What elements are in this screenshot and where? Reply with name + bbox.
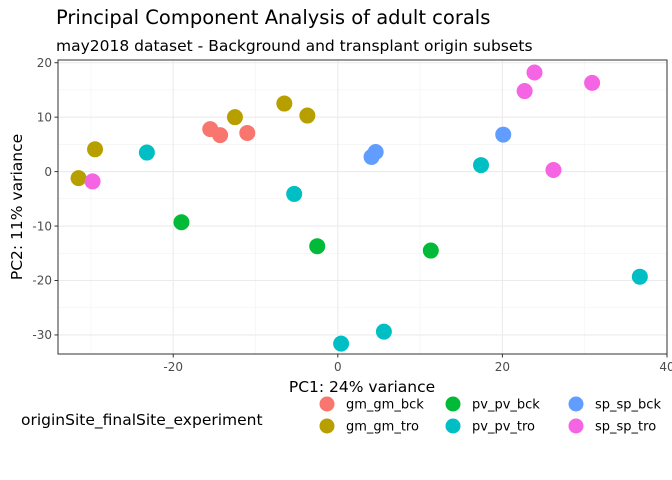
legend-key-gm_gm_bck	[319, 396, 335, 412]
data-point-pv_pv_bck	[422, 242, 439, 259]
x-axis-title: PC1: 24% variance	[289, 378, 435, 396]
data-point-sp_sp_tro	[84, 173, 101, 190]
legend-title: originSite_finalSite_experiment	[21, 411, 263, 430]
data-point-gm_gm_tro	[276, 95, 293, 112]
x-axis: -20 0 20 40	[163, 354, 672, 374]
y-tick-label: -30	[32, 328, 52, 342]
data-point-sp_sp_tro	[584, 74, 601, 91]
legend-key-pv_pv_tro	[445, 418, 461, 434]
data-point-sp_sp_tro	[516, 83, 533, 100]
legend-label-gm_gm_tro: gm_gm_tro	[346, 420, 419, 435]
x-tick-label: 20	[495, 360, 510, 374]
x-tick-label: -20	[163, 360, 183, 374]
data-point-pv_pv_tro	[333, 335, 350, 352]
data-point-gm_gm_tro	[70, 170, 87, 187]
data-point-pv_pv_tro	[375, 323, 392, 340]
x-tick-label: 40	[659, 360, 672, 374]
legend-label-pv_pv_bck: pv_pv_bck	[472, 398, 540, 413]
data-point-sp_sp_tro	[545, 161, 562, 178]
data-points	[70, 64, 648, 352]
legend-key-pv_pv_bck	[445, 396, 461, 412]
legend-key-gm_gm_tro	[319, 418, 335, 434]
chart-subtitle: may2018 dataset - Background and transpl…	[56, 37, 533, 55]
legend: originSite_finalSite_experiment gm_gm_bc…	[21, 396, 661, 435]
plot-border	[57, 59, 668, 355]
data-point-pv_pv_tro	[286, 185, 303, 202]
data-point-sp_sp_bck	[495, 126, 512, 143]
data-point-gm_gm_tro	[226, 109, 243, 126]
data-point-pv_pv_tro	[631, 268, 648, 285]
y-tick-label: -20	[32, 274, 52, 288]
legend-label-gm_gm_bck: gm_gm_bck	[346, 398, 424, 413]
data-point-pv_pv_tro	[138, 144, 155, 161]
plot-panel	[58, 60, 667, 354]
data-point-pv_pv_bck	[173, 214, 190, 231]
y-tick-label: -10	[32, 219, 52, 233]
y-tick-label: 10	[37, 110, 52, 124]
chart-title: Principal Component Analysis of adult co…	[56, 6, 490, 29]
data-point-gm_gm_bck	[239, 124, 256, 141]
data-point-pv_pv_tro	[473, 157, 490, 174]
legend-key-sp_sp_bck	[568, 396, 584, 412]
data-point-gm_gm_tro	[299, 107, 316, 124]
y-axis-title: PC2: 11% variance	[8, 134, 26, 280]
data-point-pv_pv_bck	[309, 238, 326, 255]
data-point-sp_sp_bck	[367, 144, 384, 161]
data-point-gm_gm_tro	[87, 141, 104, 158]
data-point-sp_sp_tro	[526, 64, 543, 81]
x-tick-label: 0	[334, 360, 342, 374]
y-tick-label: 20	[37, 56, 52, 70]
legend-key-sp_sp_tro	[568, 418, 584, 434]
data-point-gm_gm_bck	[212, 127, 229, 144]
y-tick-label: 0	[44, 165, 52, 179]
legend-label-sp_sp_tro: sp_sp_tro	[595, 420, 656, 435]
y-axis: -30 -20 -10 0 10 20	[32, 56, 58, 342]
minor-gridlines	[58, 60, 667, 354]
legend-label-pv_pv_tro: pv_pv_tro	[472, 420, 535, 435]
legend-label-sp_sp_bck: sp_sp_bck	[595, 398, 661, 413]
